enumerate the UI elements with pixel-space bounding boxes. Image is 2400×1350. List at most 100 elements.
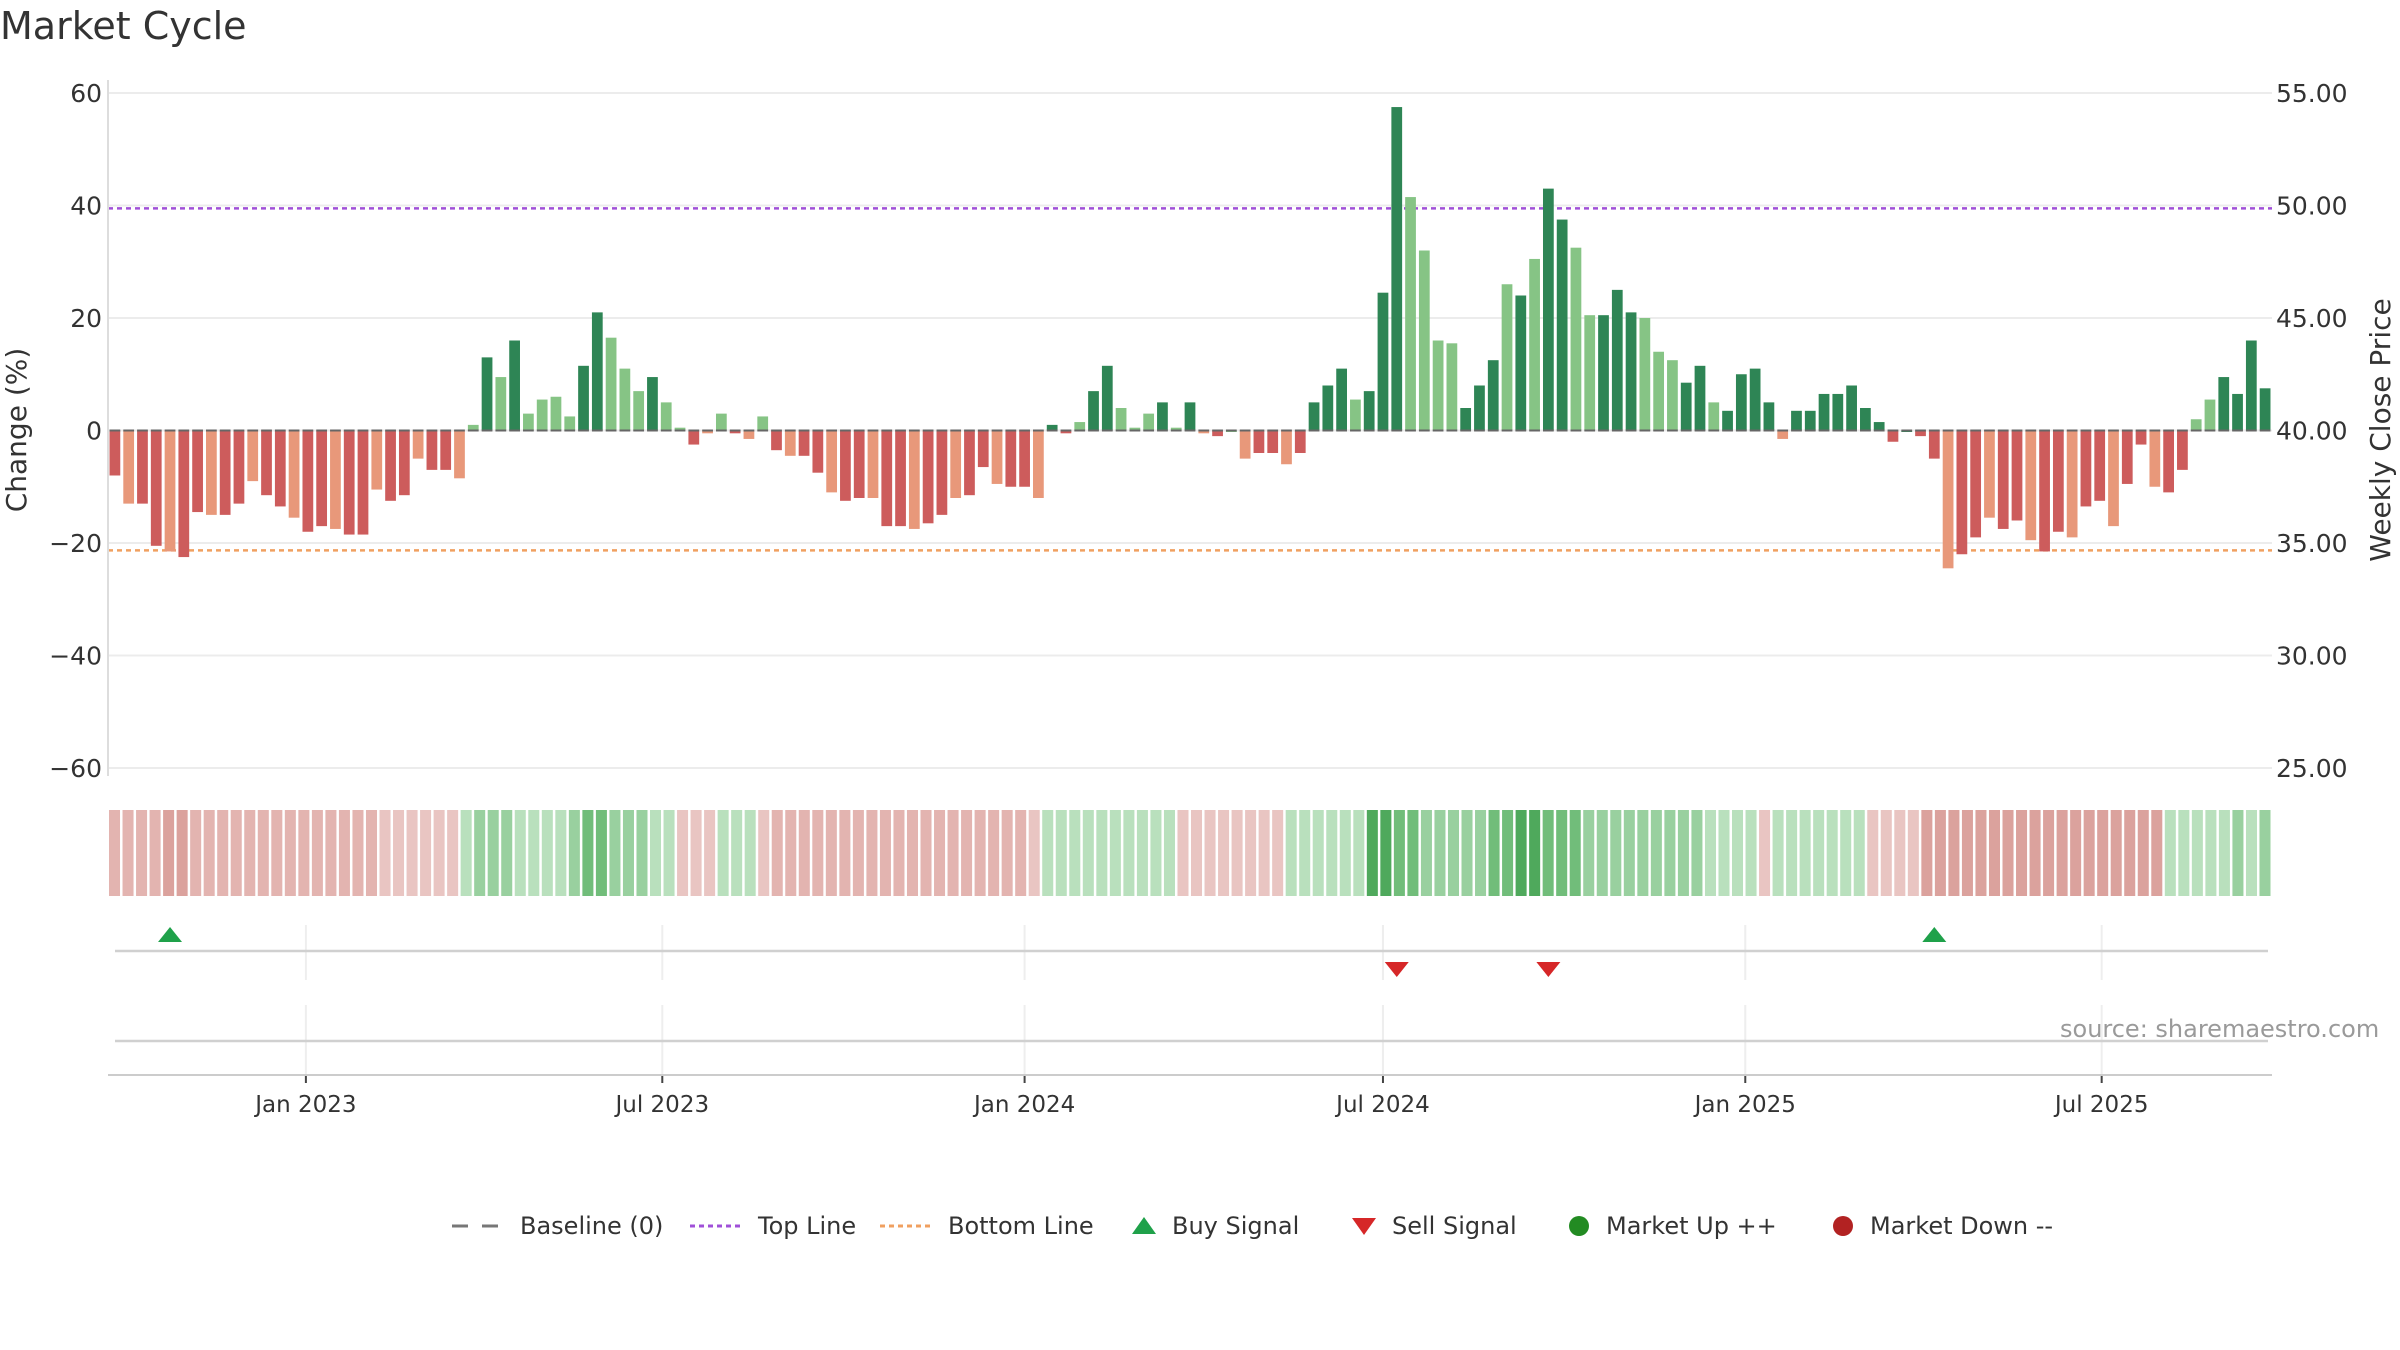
- strip-cell: [311, 810, 323, 896]
- strip-cell: [1907, 810, 1919, 896]
- bar: [302, 430, 314, 532]
- strip-cell: [1177, 810, 1189, 896]
- strip-cell: [812, 810, 824, 896]
- bar: [2080, 430, 2092, 507]
- y2-tick-label: 30.00: [2276, 642, 2348, 671]
- strip-cell: [609, 810, 621, 896]
- source-note: source: sharemaestro.com: [2060, 1015, 2380, 1043]
- bar: [1129, 427, 1141, 431]
- strip-cell: [920, 810, 932, 896]
- strip-cell: [203, 810, 215, 896]
- bar: [2204, 399, 2216, 431]
- strip-cell: [1583, 810, 1595, 896]
- bar: [1887, 430, 1899, 442]
- bar: [398, 430, 410, 496]
- strip-cell: [1353, 810, 1365, 896]
- bar: [1101, 365, 1113, 431]
- x-tick-label: Jul 2023: [613, 1092, 709, 1118]
- bar: [950, 430, 962, 498]
- bar: [1625, 312, 1637, 431]
- bar: [233, 430, 245, 504]
- strip-cell: [1799, 810, 1811, 896]
- bar: [936, 430, 948, 515]
- page-title: Market Cycle: [0, 4, 247, 48]
- bar: [481, 357, 493, 431]
- y-tick-label: 20: [70, 304, 102, 333]
- bar: [1046, 424, 1058, 431]
- strip-cell: [758, 810, 770, 896]
- bar: [853, 430, 865, 498]
- bar: [2121, 430, 2133, 484]
- bar: [523, 413, 534, 431]
- bar: [1956, 430, 1968, 555]
- bar: [1198, 430, 1210, 434]
- strip-cell: [528, 810, 540, 896]
- bar: [509, 340, 520, 431]
- strip-cell: [109, 810, 121, 896]
- strip-cell: [1123, 810, 1135, 896]
- strip-cell: [2137, 810, 2149, 896]
- bar: [1115, 408, 1127, 431]
- bar: [412, 430, 424, 459]
- bar: [1694, 365, 1706, 431]
- market-up-dot-icon: [1569, 1216, 1589, 1236]
- bar: [1832, 393, 1844, 431]
- bar: [1239, 430, 1251, 459]
- strip-cell: [2205, 810, 2217, 896]
- strip-cell: [176, 810, 188, 896]
- bottom-line-swatch-icon: [880, 1224, 932, 1228]
- strip-cell: [839, 810, 851, 896]
- strip-cell: [947, 810, 959, 896]
- strip-cell: [1407, 810, 1419, 896]
- sell-signal-marker: [1384, 962, 1409, 977]
- bar: [564, 416, 576, 431]
- y2-axis-label: Weekly Close Price: [2364, 298, 2397, 561]
- bar: [1391, 107, 1403, 431]
- strip-cell: [690, 810, 702, 896]
- strip-cell: [650, 810, 662, 896]
- bar: [178, 430, 190, 558]
- buy-triangle-icon: [1132, 1217, 1156, 1234]
- strip-cell: [744, 810, 756, 896]
- strip-cell: [163, 810, 175, 896]
- strip-cell: [1826, 810, 1838, 896]
- strip-cell: [1163, 810, 1175, 896]
- strip-cell: [1853, 810, 1865, 896]
- strip-cell: [1015, 810, 1027, 896]
- strip-cell: [798, 810, 810, 896]
- strip-cell: [704, 810, 716, 896]
- strip-cell: [1664, 810, 1676, 896]
- strip-cell: [1677, 810, 1689, 896]
- legend-sell-label: Sell Signal: [1392, 1212, 1517, 1240]
- strip-cell: [487, 810, 499, 896]
- strip-cell: [122, 810, 134, 896]
- bar: [1653, 351, 1665, 431]
- legend-top-line: Top Line: [688, 1208, 856, 1244]
- strip-cell: [1434, 810, 1446, 896]
- bar: [2094, 430, 2106, 501]
- bar: [1763, 402, 1775, 431]
- bar: [840, 430, 851, 501]
- strip-cell: [1515, 810, 1527, 896]
- strip-cell: [1272, 810, 1284, 896]
- bar: [371, 430, 383, 490]
- strip-cell: [974, 810, 986, 896]
- bar: [1363, 391, 1375, 431]
- bar: [1542, 188, 1554, 431]
- strip-cell: [893, 810, 905, 896]
- bar: [729, 430, 741, 434]
- strip-cell: [298, 810, 310, 896]
- bar: [2025, 430, 2037, 541]
- strip-cell: [244, 810, 256, 896]
- bar: [867, 430, 879, 498]
- strip-cell: [1042, 810, 1054, 896]
- strip-cell: [1191, 810, 1203, 896]
- bar: [1060, 430, 1072, 434]
- strip-cell: [2259, 810, 2271, 896]
- bar: [1708, 402, 1720, 431]
- strip-cell: [1988, 810, 2000, 896]
- strip-cell: [1556, 810, 1568, 896]
- top-line-swatch-icon: [690, 1224, 742, 1228]
- strip-cell: [1745, 810, 1757, 896]
- bar: [715, 413, 727, 431]
